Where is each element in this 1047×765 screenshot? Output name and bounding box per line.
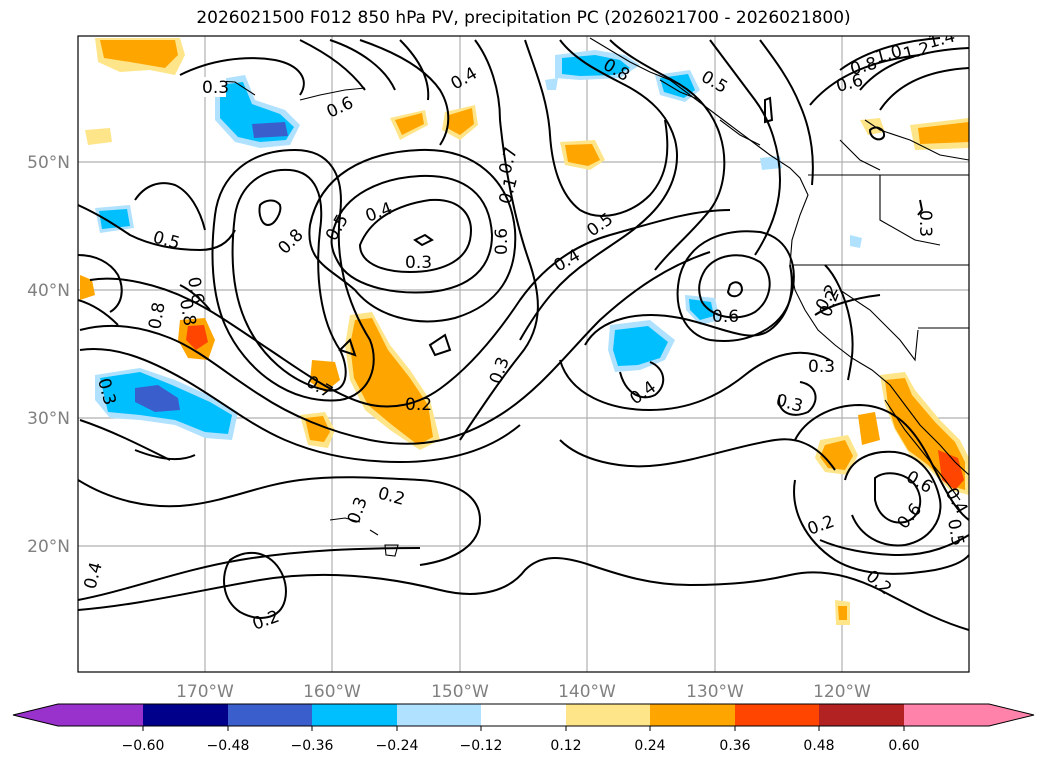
contour-label: 0.6 — [492, 228, 512, 255]
lon-label: 170°W — [176, 682, 234, 702]
pv-contours — [78, 37, 969, 631]
colorbar-tick-label: −0.36 — [291, 738, 334, 754]
colorbar-tick-label: −0.24 — [376, 738, 419, 754]
contour-label: 0.3 — [915, 210, 935, 237]
colorbar-tick-label: 0.60 — [888, 738, 919, 754]
colorbar-tick-label: −0.12 — [460, 738, 503, 754]
precip-shading — [80, 38, 969, 625]
contour-label: 0.2 — [405, 395, 432, 415]
colorbar-segment — [904, 704, 989, 726]
precip-positive-patch — [186, 325, 208, 350]
colorbar-tick-label: 0.12 — [550, 738, 581, 754]
coastlines — [199, 37, 969, 557]
colorbar-tick-label: −0.48 — [207, 738, 250, 754]
precip-positive-patch — [447, 108, 474, 135]
contour-label: 0.8 — [145, 301, 169, 331]
lat-label: 30°N — [27, 409, 70, 429]
precip-negative-patch — [689, 299, 714, 320]
precip-positive-patch — [395, 113, 424, 135]
contour-label: 0.8 — [175, 297, 199, 327]
colorbar-segment — [312, 704, 397, 726]
lat-label: 40°N — [27, 281, 70, 301]
precip-negative-patch — [135, 385, 180, 412]
lon-label: 150°W — [431, 682, 489, 702]
lat-label: 20°N — [27, 537, 70, 557]
contour-label: 0.3 — [202, 78, 229, 98]
contour-labels: 0.3 0.2 0.6 0.4 0.8 0.5 1.2 1.4 1.0 0.8 … — [81, 36, 969, 635]
contour-label: 0.3 — [808, 357, 835, 377]
map-frame — [77, 35, 970, 673]
colorbar-segment — [566, 704, 650, 726]
precip-positive-patch — [918, 122, 969, 144]
precip-negative-patch — [252, 122, 288, 138]
lon-labels: 170°W 160°W 150°W 140°W 130°W 120°W — [176, 682, 871, 702]
contour-label: 0.6 — [712, 307, 739, 327]
colorbar-segment — [650, 704, 735, 726]
precip-positive-patch — [565, 144, 600, 166]
lon-label: 120°W — [813, 682, 871, 702]
lon-label: 160°W — [303, 682, 361, 702]
colorbar-segment — [143, 704, 228, 726]
precip-positive-patch — [100, 40, 178, 68]
precip-negative-patch — [613, 326, 668, 366]
colorbar-ticks — [142, 726, 905, 731]
colorbar-tick-label: 0.24 — [634, 738, 665, 754]
lon-label: 130°W — [686, 682, 744, 702]
colorbar-segment — [735, 704, 819, 726]
contour-label: 0.3 — [405, 253, 432, 273]
colorbar-tick-label: 0.36 — [719, 738, 750, 754]
colorbar-segment — [819, 704, 904, 726]
colorbar-segment — [481, 704, 566, 726]
colorbar-extend-low — [13, 704, 58, 726]
colorbar-tick-label: −0.60 — [122, 738, 165, 754]
colorbar-extend-high — [989, 704, 1034, 726]
precip-negative-patch — [562, 55, 630, 76]
precip-positive-patch — [858, 412, 880, 445]
precip-positive-patch — [80, 275, 95, 300]
colorbar-segment — [58, 704, 143, 726]
colorbar: −0.60 −0.48 −0.36 −0.24 −0.12 0.12 0.24 … — [12, 703, 1035, 754]
precip-positive-patch — [350, 318, 433, 445]
map-title: 2026021500 F012 850 hPa PV, precipitatio… — [196, 8, 851, 28]
contour-label: 0.5 — [943, 517, 967, 547]
map-area — [78, 36, 969, 672]
colorbar-segment — [228, 704, 312, 726]
lat-label: 50°N — [27, 153, 70, 173]
colorbar-outline — [12, 703, 1035, 727]
precip-negative-patch — [850, 235, 862, 248]
gridlines — [78, 36, 969, 672]
precip-positive-patch — [85, 128, 112, 145]
contour-label-bg — [200, 77, 226, 97]
colorbar-tick-label: 0.48 — [803, 738, 834, 754]
lon-label: 140°W — [558, 682, 616, 702]
precip-negative-patch — [545, 78, 558, 90]
colorbar-segment — [397, 704, 481, 726]
precip-positive-patch — [860, 118, 885, 135]
contour-label: 0.6 — [183, 275, 207, 305]
precip-positive-patch — [838, 606, 847, 620]
lat-labels: 50°N 40°N 30°N 20°N — [27, 153, 70, 557]
precip-negative-patch — [99, 209, 130, 229]
precip-positive-patch — [310, 360, 340, 392]
